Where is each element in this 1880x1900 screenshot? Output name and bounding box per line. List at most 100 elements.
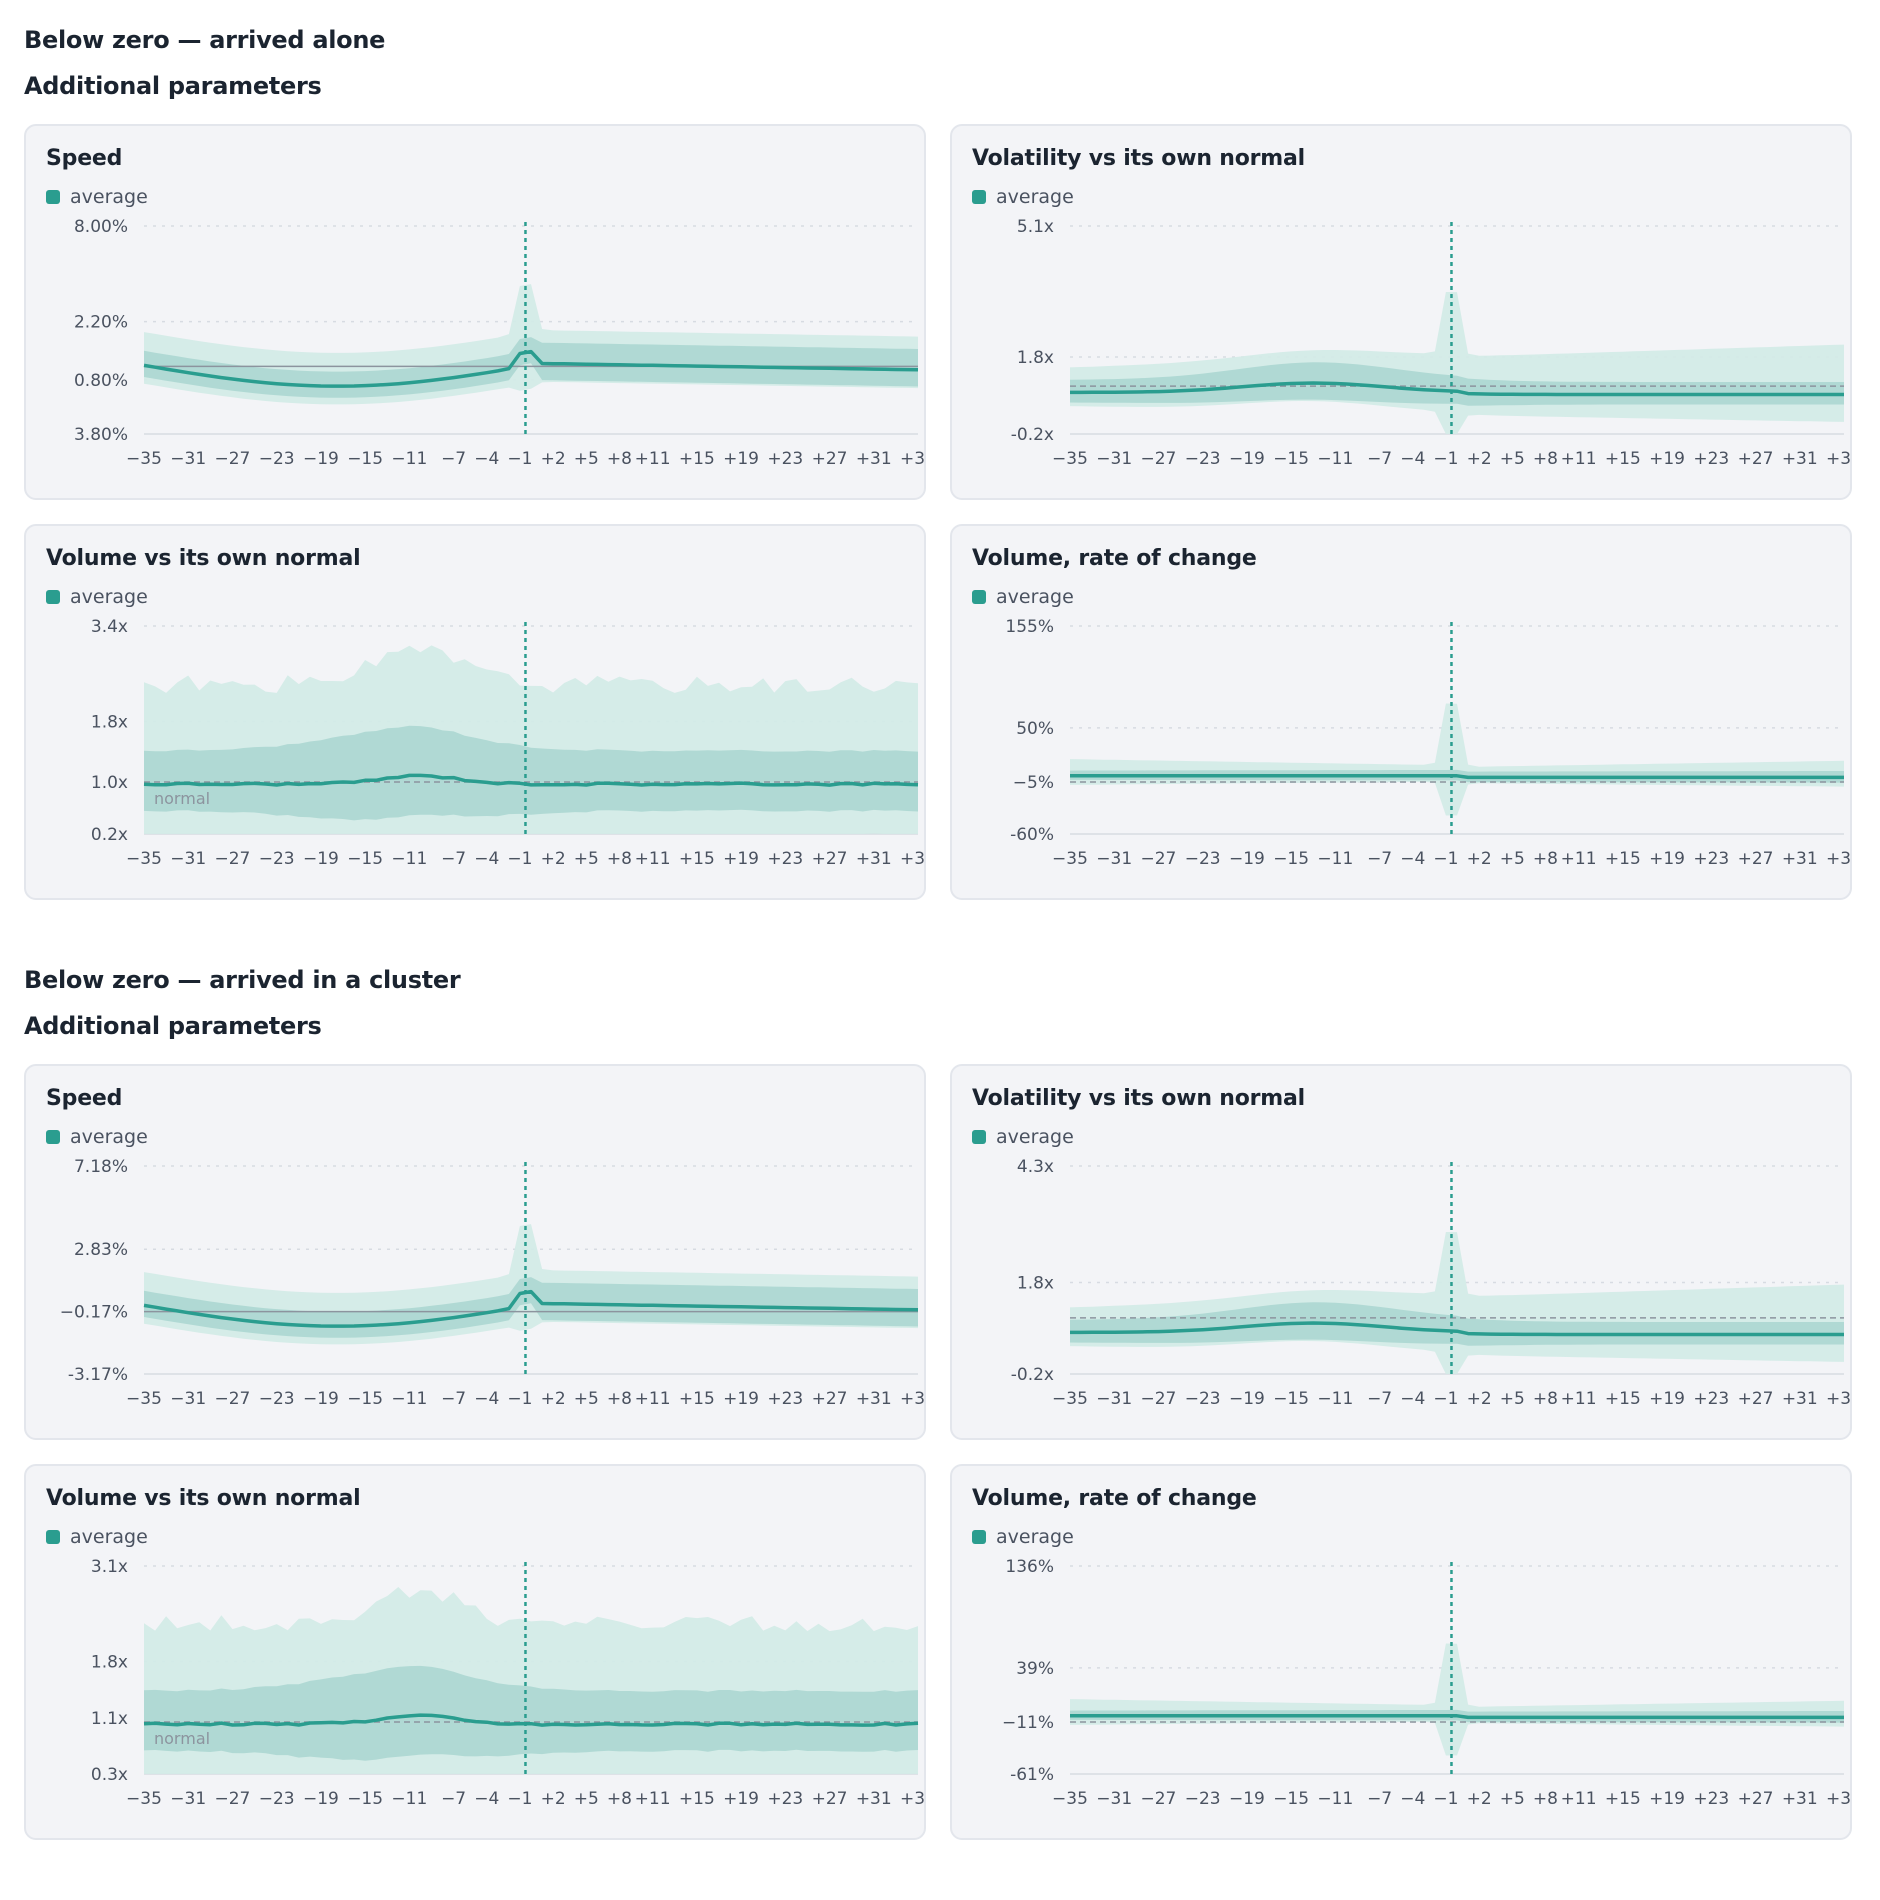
x-tick-label: +19 bbox=[723, 449, 759, 469]
chart-card-roc: Volume, rate of change average 155% 50% −5% -… bbox=[950, 524, 1852, 900]
x-tick-label: −15 bbox=[1273, 849, 1309, 869]
x-tick-label: +27 bbox=[1738, 1389, 1774, 1409]
legend[interactable]: average bbox=[46, 586, 148, 608]
x-tick-label: +19 bbox=[1649, 449, 1685, 469]
x-tick-label: −11 bbox=[1317, 449, 1353, 469]
y-tick-label: 7.18% bbox=[74, 1157, 128, 1177]
x-tick-label: +35 bbox=[900, 449, 926, 469]
y-tick-label: -0.2x bbox=[1011, 1365, 1054, 1385]
x-tick-label: −7 bbox=[1367, 1389, 1392, 1409]
chart-title: Volume vs its own normal bbox=[46, 546, 361, 571]
chart-card-speed: Speed average 7.18% 2.83% −0.17% -3.17% −35 −31… bbox=[24, 1064, 926, 1440]
outer-band bbox=[1070, 1643, 1844, 1756]
x-tick-label: +15 bbox=[1605, 849, 1641, 869]
x-tick-label: −19 bbox=[303, 1789, 339, 1809]
x-tick-label: +23 bbox=[767, 1389, 803, 1409]
x-tick-label: +27 bbox=[812, 1789, 848, 1809]
legend-label: average bbox=[70, 1526, 148, 1548]
x-tick-label: +2 bbox=[1467, 1789, 1492, 1809]
x-tick-label: −1 bbox=[507, 1789, 532, 1809]
chart-title: Volatility vs its own normal bbox=[972, 1086, 1305, 1111]
x-tick-label: −15 bbox=[347, 449, 383, 469]
x-tick-label: −4 bbox=[1400, 1789, 1425, 1809]
average-line bbox=[143, 349, 919, 388]
y-tick-label: 0.2x bbox=[91, 825, 128, 845]
y-tick-label: 4.3x bbox=[1017, 1157, 1054, 1177]
x-tick-label: −31 bbox=[170, 449, 206, 469]
legend[interactable]: average bbox=[972, 186, 1074, 208]
x-tick-label: +19 bbox=[723, 1789, 759, 1809]
x-tick-label: +8 bbox=[1533, 1389, 1558, 1409]
chart-plot: 155% 50% −5% -60% −35 −31 −27 −23 −19 −15 −11 −7 −4−… bbox=[1005, 617, 1850, 869]
x-tick-label: +35 bbox=[1826, 1789, 1852, 1809]
x-tick-label: +11 bbox=[1561, 849, 1597, 869]
chart-title: Speed bbox=[46, 1086, 123, 1111]
y-tick-label: -60% bbox=[1010, 825, 1054, 845]
x-tick-label: −7 bbox=[1367, 449, 1392, 469]
chart-plot: 136% 39% −11% -61% −35 −31 −27 −23 −19 −15 −11 −7 −4… bbox=[1002, 1557, 1852, 1809]
y-tick-label: -0.2x bbox=[1011, 425, 1054, 445]
inner-band bbox=[144, 1665, 918, 1761]
x-tick-label: +19 bbox=[1649, 849, 1685, 869]
x-tick-label: −1 bbox=[1433, 849, 1458, 869]
legend[interactable]: average bbox=[46, 1126, 148, 1148]
x-tick-label: −11 bbox=[1317, 1789, 1353, 1809]
x-tick-label: −7 bbox=[1367, 849, 1392, 869]
legend-swatch bbox=[972, 590, 986, 604]
x-tick-label: −11 bbox=[391, 849, 427, 869]
y-tick-label: 3.80% bbox=[74, 425, 128, 445]
chart-plot: 8.00% 2.20% 0.80% 3.80% −35 −31 −27 −23 −19 −15 −1… bbox=[74, 217, 926, 469]
legend[interactable]: average bbox=[972, 1526, 1074, 1548]
y-tick-label: 1.8x bbox=[1017, 1273, 1054, 1293]
x-tick-label: −7 bbox=[441, 449, 466, 469]
y-tick-label: 5.1x bbox=[1017, 217, 1054, 237]
x-tick-label: +8 bbox=[1533, 849, 1558, 869]
x-tick-label: +15 bbox=[679, 1789, 715, 1809]
inner-band bbox=[144, 337, 918, 398]
section-title: Below zero — arrived alone bbox=[24, 26, 386, 54]
x-tick-label: +11 bbox=[1561, 1389, 1597, 1409]
x-tick-label: −23 bbox=[259, 849, 295, 869]
x-tick-label: −35 bbox=[1052, 1389, 1088, 1409]
y-tick-label: 8.00% bbox=[74, 217, 128, 237]
x-tick-label: +15 bbox=[1605, 449, 1641, 469]
x-tick-label: +23 bbox=[767, 1789, 803, 1809]
legend[interactable]: average bbox=[46, 1526, 148, 1548]
y-tick-label: 136% bbox=[1005, 1557, 1054, 1577]
x-tick-label: +31 bbox=[856, 449, 892, 469]
x-tick-label: −27 bbox=[1141, 849, 1177, 869]
x-tick-label: −35 bbox=[1052, 1789, 1088, 1809]
legend[interactable]: average bbox=[46, 186, 148, 208]
x-tick-label: −11 bbox=[1317, 849, 1353, 869]
x-tick-label: +23 bbox=[767, 449, 803, 469]
x-tick-label: +19 bbox=[1649, 1789, 1685, 1809]
legend-swatch bbox=[972, 1530, 986, 1544]
x-tick-label: −27 bbox=[215, 1389, 251, 1409]
y-tick-label: -3.17% bbox=[68, 1365, 128, 1385]
x-tick-label: +23 bbox=[767, 849, 803, 869]
legend[interactable]: average bbox=[972, 586, 1074, 608]
y-tick-label: -61% bbox=[1010, 1765, 1054, 1785]
x-tick-label: +2 bbox=[541, 1389, 566, 1409]
x-tick-label: −23 bbox=[1185, 1789, 1221, 1809]
x-tick-label: −15 bbox=[347, 849, 383, 869]
x-tick-label: −7 bbox=[441, 1789, 466, 1809]
x-tick-label: −4 bbox=[1400, 449, 1425, 469]
x-tick-label: +35 bbox=[1826, 449, 1852, 469]
legend-label: average bbox=[70, 1126, 148, 1148]
y-tick-label: 3.4x bbox=[91, 617, 128, 637]
x-tick-label: −1 bbox=[507, 449, 532, 469]
section-1: Below zero — arrived alone Additional par… bbox=[0, 0, 1880, 920]
chart-plot: 7.18% 2.83% −0.17% -3.17% −35 −31 −27 −23 −19 −15… bbox=[60, 1157, 924, 1409]
x-tick-label: −15 bbox=[347, 1389, 383, 1409]
x-tick-label: −27 bbox=[215, 849, 251, 869]
legend[interactable]: average bbox=[972, 1126, 1074, 1148]
y-tick-label: 0.80% bbox=[74, 371, 128, 391]
y-tick-label: 39% bbox=[1016, 1659, 1054, 1679]
x-tick-label: −15 bbox=[1273, 1789, 1309, 1809]
x-tick-label: −31 bbox=[1096, 1389, 1132, 1409]
x-tick-label: −19 bbox=[1229, 449, 1265, 469]
x-tick-label: −27 bbox=[1141, 1789, 1177, 1809]
x-tick-label: −27 bbox=[215, 449, 251, 469]
y-tick-label: 2.83% bbox=[74, 1240, 128, 1260]
